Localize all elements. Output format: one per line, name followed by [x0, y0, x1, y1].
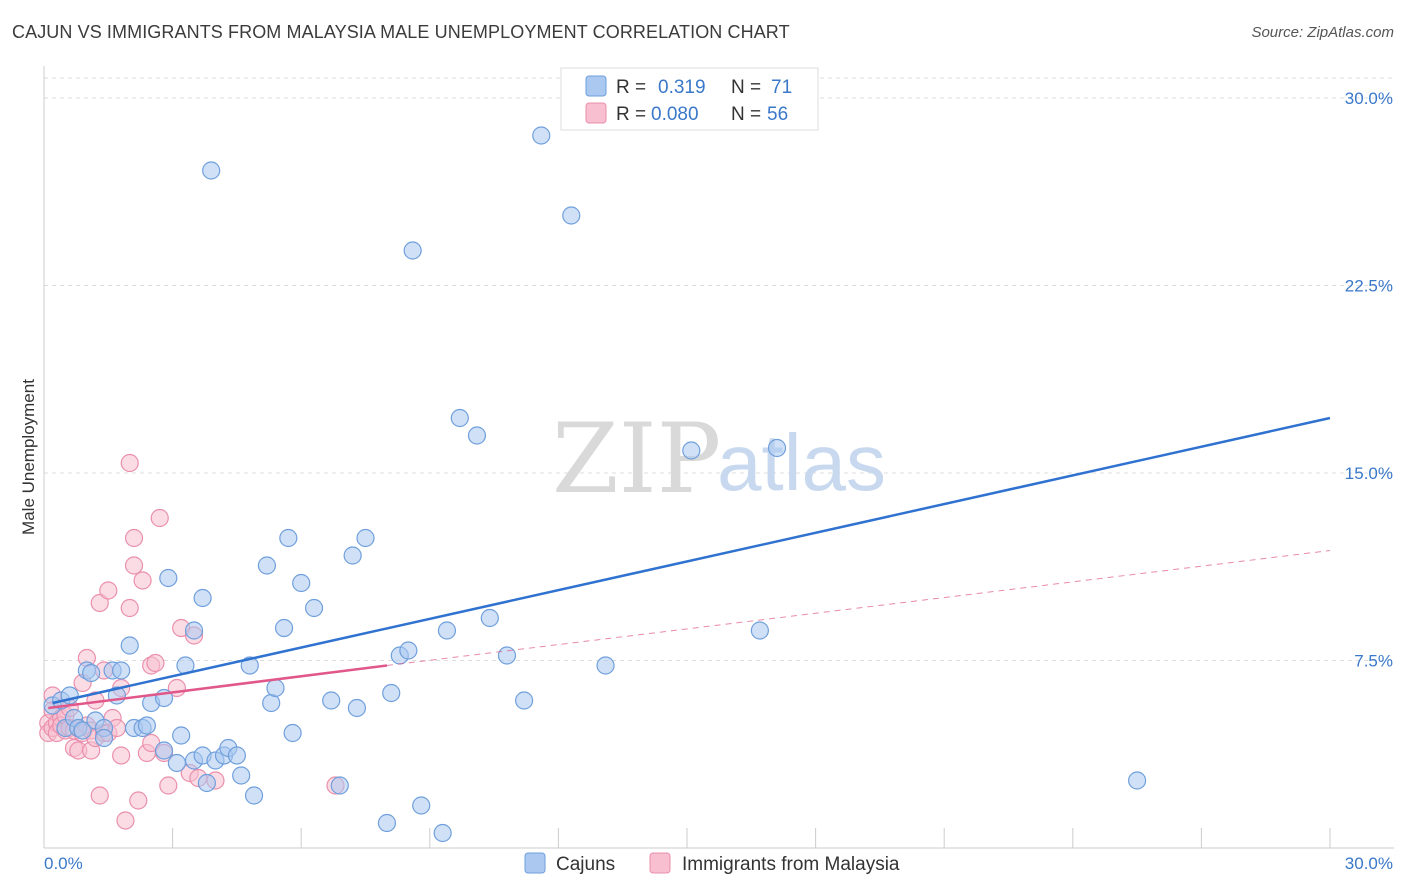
trend-line-malaysia — [48, 664, 388, 710]
legend-n-label-malaysia: N = — [731, 104, 761, 125]
point-cajuns — [120, 636, 139, 655]
point-cajuns — [596, 656, 615, 675]
point-cajuns — [266, 678, 285, 698]
legend-swatch-cajuns — [585, 75, 607, 97]
point-cajuns — [197, 773, 216, 793]
point-cajuns — [292, 573, 311, 593]
axes: 7.5% 15.0% 22.5% 30.0% 0.0% 30.0% — [43, 66, 1394, 873]
point-cajuns — [562, 206, 581, 225]
point-cajuns — [304, 598, 324, 618]
point-cajuns — [399, 641, 418, 660]
point-cajuns — [202, 161, 221, 180]
point-cajuns — [750, 621, 769, 640]
point-cajuns — [193, 588, 212, 608]
legend-n-value-malaysia: 56 — [767, 104, 788, 125]
x-tick-label-max: 30.0% — [1345, 854, 1393, 873]
point-cajuns — [450, 408, 469, 428]
point-malaysia — [159, 776, 178, 795]
point-malaysia — [90, 786, 109, 805]
bottom-legend-swatch-cajuns — [524, 852, 546, 874]
point-cajuns — [347, 698, 367, 718]
point-cajuns — [137, 716, 156, 735]
point-cajuns — [112, 661, 131, 680]
trend-line-cajuns — [52, 416, 1331, 705]
point-cajuns — [322, 691, 341, 710]
grid-lines — [44, 77, 1394, 661]
point-cajuns — [497, 646, 517, 665]
point-malaysia — [99, 581, 118, 600]
point-cajuns — [257, 556, 277, 575]
source-credit: Source: ZipAtlas.com — [1251, 24, 1394, 41]
bottom-legend-label-malaysia: Immigrants from Malaysia — [682, 854, 900, 875]
point-cajuns — [167, 753, 186, 773]
point-cajuns — [437, 621, 457, 640]
point-cajuns — [403, 241, 422, 260]
bottom-legend-swatch-malaysia — [649, 852, 671, 874]
point-cajuns — [262, 693, 281, 713]
watermark: ZIP atlas — [552, 403, 886, 515]
legend: R = 0.319 N = 71 R = 0.080 N = 56 — [560, 67, 819, 131]
point-cajuns — [1127, 771, 1147, 790]
trend-lines — [48, 416, 1331, 710]
point-cajuns — [382, 683, 401, 703]
point-cajuns — [343, 546, 362, 565]
point-cajuns — [767, 438, 787, 458]
point-malaysia — [146, 653, 165, 673]
point-cajuns — [330, 776, 349, 795]
point-cajuns — [274, 618, 294, 638]
point-malaysia — [90, 593, 109, 613]
point-cajuns — [283, 723, 302, 743]
point-cajuns — [94, 728, 114, 748]
point-cajuns — [377, 813, 397, 833]
point-malaysia — [133, 571, 152, 590]
point-cajuns — [73, 721, 92, 740]
legend-swatch-malaysia — [585, 102, 607, 124]
chart-title: CAJUN VS IMMIGRANTS FROM MALAYSIA MALE U… — [12, 22, 790, 42]
point-cajuns — [433, 823, 452, 843]
point-malaysia — [112, 746, 131, 765]
point-malaysia — [120, 453, 139, 473]
point-cajuns — [82, 663, 101, 683]
y-tick-label: 15.0% — [1345, 464, 1393, 483]
point-malaysia — [124, 528, 144, 548]
legend-r-label-cajuns: R = — [616, 77, 646, 98]
point-cajuns — [356, 528, 375, 548]
trend-line-ext-malaysia — [386, 550, 1331, 666]
point-malaysia — [150, 508, 169, 528]
watermark-zip: ZIP — [552, 403, 721, 515]
y-tick-label: 30.0% — [1345, 89, 1393, 108]
point-malaysia — [124, 556, 144, 575]
point-cajuns — [682, 441, 701, 460]
point-cajuns — [532, 126, 551, 145]
point-cajuns — [172, 726, 191, 745]
point-cajuns — [279, 528, 298, 548]
point-cajuns — [227, 746, 246, 765]
point-cajuns — [154, 741, 174, 760]
bottom-legend-label-cajuns: Cajuns — [556, 854, 615, 875]
point-cajuns — [232, 766, 251, 785]
point-cajuns — [467, 426, 487, 445]
y-axis-label: Male Unemployment — [19, 379, 38, 535]
x-tick-label-min: 0.0% — [44, 854, 83, 873]
point-malaysia — [116, 811, 135, 830]
y-tick-label: 22.5% — [1345, 277, 1393, 296]
point-cajuns — [480, 608, 499, 628]
point-cajuns — [412, 796, 431, 815]
point-malaysia — [120, 598, 139, 618]
point-cajuns — [184, 621, 204, 640]
point-cajuns — [515, 691, 534, 710]
point-cajuns — [240, 656, 259, 675]
point-malaysia — [129, 791, 148, 810]
legend-r-label-malaysia: R = — [616, 104, 646, 125]
y-tick-label: 7.5% — [1354, 652, 1393, 671]
point-cajuns — [244, 786, 264, 805]
legend-n-label-cajuns: N = — [731, 77, 761, 98]
legend-r-value-cajuns: 0.319 — [658, 77, 706, 98]
point-cajuns — [159, 568, 178, 588]
legend-n-value-cajuns: 71 — [771, 77, 792, 98]
bottom-legend: Cajuns Immigrants from Malaysia — [524, 852, 900, 875]
watermark-atlas: atlas — [717, 418, 886, 507]
legend-r-value-malaysia: 0.080 — [651, 104, 699, 125]
